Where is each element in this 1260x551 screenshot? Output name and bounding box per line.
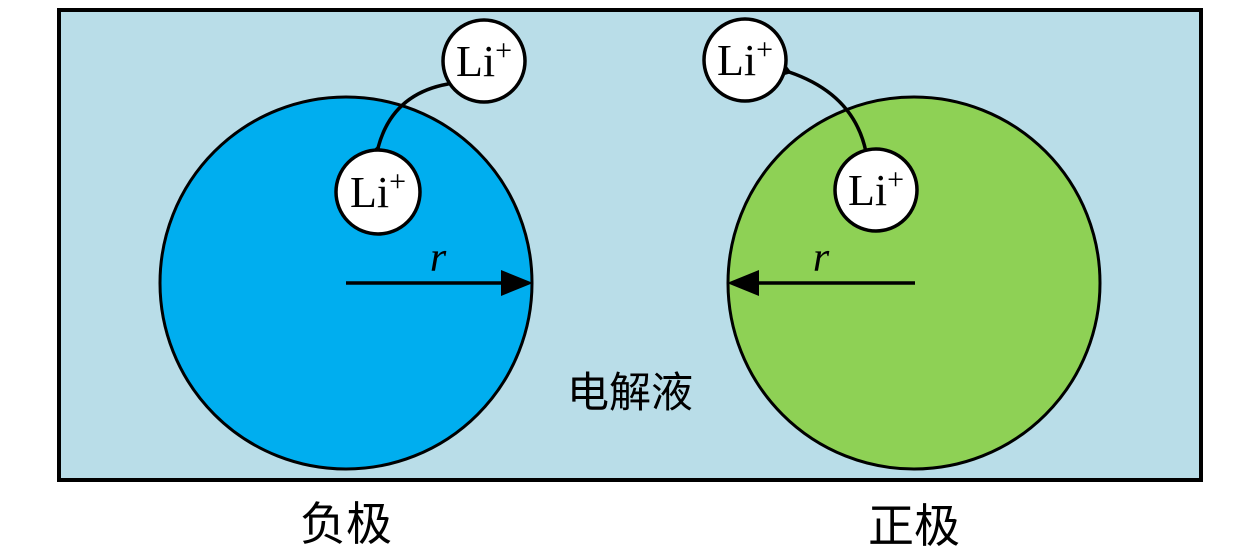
li-charge-superscript: + [756,33,773,66]
li-symbol: Li [456,37,495,86]
li-ion-label: Li+ [717,33,773,85]
electrolyte-label: 电解液 [567,371,693,417]
anode-radius-label: r [430,235,447,281]
cathode-caption: 正极 [868,501,960,551]
ion-extraction-arrow-icon [768,54,868,154]
li-ion-circle [833,147,919,233]
li-symbol: Li [848,166,887,215]
li-charge-superscript: + [389,165,406,198]
anode-radius-arrow: r [346,235,533,296]
cathode-radius-label: r [813,235,830,281]
li-ion-inside-cathode: Li+ [833,147,919,233]
li-charge-superscript: + [495,34,512,67]
li-ion-label: Li+ [848,163,904,215]
li-charge-superscript: + [887,163,904,196]
li-ion-circle [334,148,422,236]
li-ion-circle [441,18,527,104]
li-symbol: Li [717,36,756,85]
li-ion-circle [702,17,788,103]
cathode-radius-arrow: r [727,235,915,296]
cathode-radius-arrowhead-icon [727,270,759,296]
li-ion-label: Li+ [456,34,512,86]
li-ion-outside-anode: Li+ [441,18,527,104]
li-ion-outside-cathode: Li+ [702,17,788,103]
li-symbol: Li [350,168,389,217]
ion-insertion-arrow-icon [361,82,450,169]
li-ion-inside-anode: Li+ [334,148,422,236]
anode-radius-arrowhead-icon [501,270,533,296]
li-ion-label: Li+ [350,165,406,217]
anode-caption: 负极 [300,499,392,550]
